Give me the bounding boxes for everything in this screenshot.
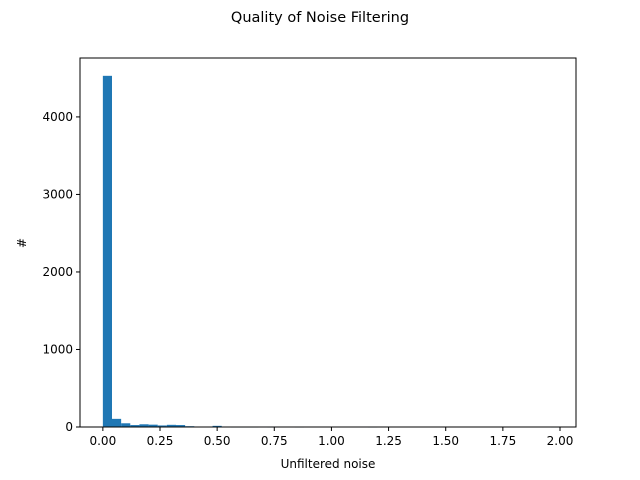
x-tick-label: 1.25 [375, 434, 402, 448]
y-tick-label: 4000 [42, 110, 73, 124]
chart-title: Quality of Noise Filtering [231, 10, 409, 26]
x-axis-ticks: 0.00 0.25 0.50 0.75 1.00 1.25 1.50 1.75 2.00 [89, 427, 573, 448]
y-tick-label: 2000 [42, 265, 73, 279]
histogram-bar [102, 75, 112, 427]
histogram-bar [139, 424, 149, 427]
x-tick-label: 0.75 [261, 434, 288, 448]
histogram-bar [130, 425, 140, 427]
x-tick-label: 0.25 [147, 434, 174, 448]
x-tick-label: 0.50 [204, 434, 231, 448]
histogram-bar [212, 425, 222, 427]
y-tick-label: 1000 [42, 342, 73, 356]
histogram-bar [166, 424, 176, 427]
y-axis-ticks: 0 1000 2000 3000 4000 [42, 110, 80, 434]
x-tick-label: 0.00 [89, 434, 116, 448]
histogram-bar [112, 418, 122, 427]
plot-frame [79, 57, 577, 428]
x-tick-label: 2.00 [547, 434, 574, 448]
histogram-bars [102, 75, 560, 428]
y-axis-label: # [15, 238, 29, 248]
x-tick-label: 1.00 [318, 434, 345, 448]
x-tick-label: 1.75 [489, 434, 516, 448]
histogram-bar [121, 423, 131, 427]
y-tick-label: 3000 [42, 187, 73, 201]
y-tick-label: 0 [65, 420, 73, 434]
histogram-bar [176, 425, 186, 427]
x-tick-label: 1.50 [432, 434, 459, 448]
x-axis-label: Unfiltered noise [281, 457, 376, 471]
histogram-bar [148, 424, 158, 427]
histogram-bar [157, 425, 167, 427]
